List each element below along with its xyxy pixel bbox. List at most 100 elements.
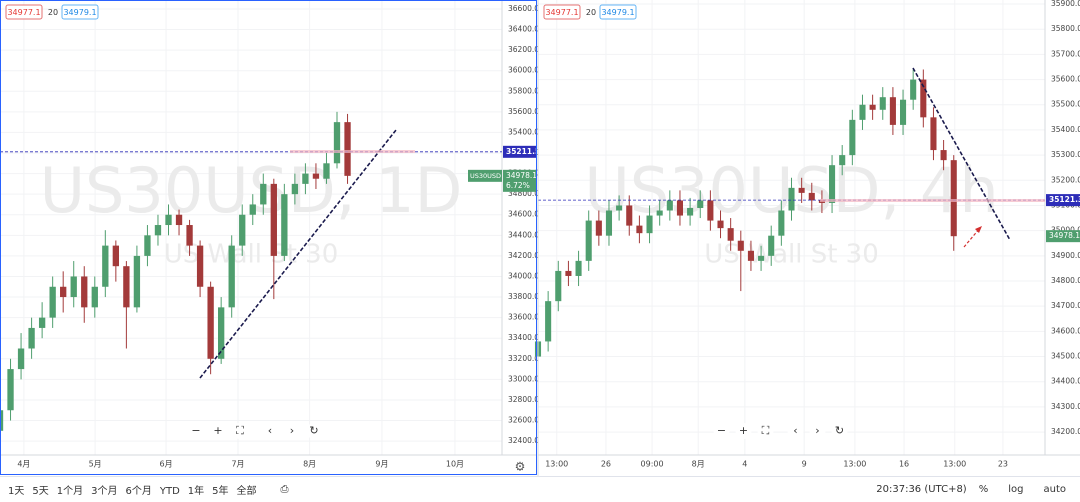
candle-body [102,245,109,287]
candle-body [595,220,602,236]
candle-body [747,250,754,261]
candle-body [950,160,957,237]
candle-body [323,163,330,179]
candle-body [239,214,246,246]
candle-body [165,214,172,226]
x-tick-label: 9 [802,460,807,469]
spread: 20 [586,8,596,17]
nav-button[interactable] [232,423,248,439]
option-button[interactable]: % [978,484,989,495]
range-button[interactable]: YTD [159,486,180,497]
nav-button[interactable] [210,423,226,439]
range-button[interactable]: 1个月 [56,486,84,497]
candle-body [228,245,235,308]
watermark-subtitle: US Wall St 30 [704,240,879,270]
nav-icon: ‹ [793,424,797,437]
candle-body [81,276,88,308]
range-button[interactable]: 1天 [8,486,25,497]
candle-body [859,104,866,120]
y-tick-label: 35900.0 [1051,0,1080,8]
candle-body [717,220,724,229]
nav-icon: ↻ [309,424,318,437]
candle-body [112,245,120,267]
y-tick-label: 34400.0 [1051,377,1080,386]
x-tick-label: 7月 [231,460,244,469]
range-button[interactable]: 3个月 [91,486,118,497]
panel: 32400.0 32600.0 32800.0 33000.0 33200.0 33400… [0,0,540,469]
x-tick-label: 13:00 [843,460,866,469]
zone [820,199,1045,202]
option-button[interactable]: log [1008,484,1024,495]
candle-body [123,266,130,308]
trend-line [912,67,1011,241]
price-line-label: 35121.3 [1049,195,1080,204]
trend-line [199,129,397,379]
nav-button[interactable] [188,423,204,439]
nav-button[interactable] [831,423,848,439]
candle-body [302,173,309,184]
ask-price: 34979.1 [601,8,634,17]
x-tick-label: 13:00 [943,460,966,469]
options: % log auto [979,484,1074,495]
candle-body [333,122,341,164]
active-panel-border [0,0,537,475]
option-button[interactable]: auto [1043,484,1066,495]
y-tick-label: 35600.0 [1051,75,1080,84]
y-tick-label: 34600.0 [508,210,539,219]
nav-button[interactable] [787,423,804,439]
y-tick-label: 34500.0 [1051,352,1080,361]
nav-icon: − [191,424,200,437]
last-price-tag [503,169,537,192]
candle-body [555,270,562,302]
candle-body [758,255,765,261]
nav-button[interactable] [306,423,322,439]
candle-body [312,173,320,179]
zone [290,150,415,153]
candle-body [879,97,886,110]
candle-body [344,122,351,176]
candle-body [218,307,225,359]
candle-body [291,183,299,195]
symbol-tag [468,169,502,182]
nav-button[interactable] [284,423,300,439]
nav-button[interactable] [713,423,730,439]
nav-button[interactable] [757,423,774,439]
range-button[interactable]: 1年 [187,486,205,497]
candle-body [260,183,267,205]
icon[interactable]: ⎙ [280,484,289,495]
last-price-label: 34978.1 [1049,231,1080,240]
y-tick-label: 34700.0 [1051,301,1080,310]
nav-icon: + [739,424,748,437]
candle-body [707,200,714,221]
x-tick-label: 23 [998,460,1008,469]
candle-body [778,210,785,236]
x-tick-label: 6月 [159,460,172,469]
candle-body [28,327,35,349]
range-button[interactable]: 5年 [212,486,229,497]
y-tick-label: 35200.0 [1051,175,1080,184]
y-tick-label: 34600.0 [1051,326,1080,335]
settings-icon[interactable]: ⚙ [515,460,526,474]
y-tick-label: 33800.0 [508,292,539,301]
nav-icon: › [290,424,294,437]
candle-body [70,276,77,298]
range-button[interactable]: 6个月 [125,486,152,497]
candle-body [920,79,927,118]
x-tick-label: 16 [899,460,909,469]
nav-button[interactable] [262,423,278,439]
ask-price: 34979.1 [63,8,96,17]
bid-chip [5,4,43,20]
range-button[interactable]: 全部 [236,486,257,497]
y-tick-label: 36400.0 [508,25,539,34]
x-tick-label: 13:00 [545,460,568,469]
nav-button[interactable] [735,423,752,439]
x-tick-label: 4月 [17,460,30,469]
x-tick-label: 4 [742,460,747,469]
candle-body [585,220,592,261]
y-tick-label: 35700.0 [1051,49,1080,58]
range-button[interactable]: 5天 [32,486,49,497]
nav-icon: ↻ [835,424,844,437]
ranges: 1天 5天 1个月 3个月 6个月 YTD 1年 5年 全部 [8,482,265,497]
nav-button[interactable] [809,423,826,439]
